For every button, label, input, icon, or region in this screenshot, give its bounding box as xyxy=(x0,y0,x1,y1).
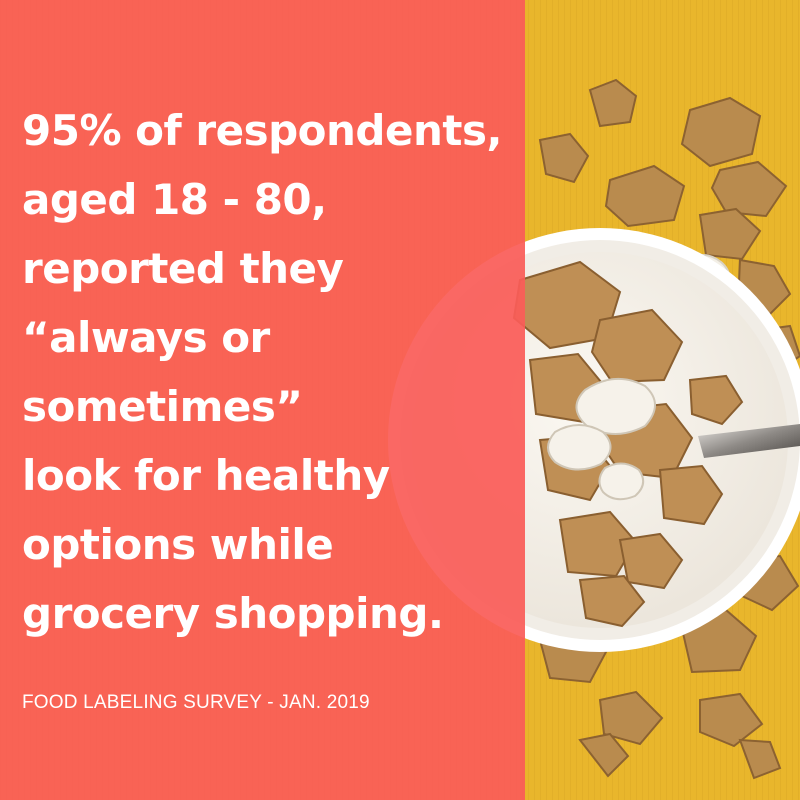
headline-line: reported they xyxy=(22,244,344,293)
headline-line: options while xyxy=(22,520,334,569)
headline-line: look for healthy xyxy=(22,451,390,500)
text-panel xyxy=(0,0,525,800)
headline: 95% of respondents, aged 18 - 80, report… xyxy=(22,96,522,648)
headline-line: “always or xyxy=(22,313,270,362)
headline-line: grocery shopping. xyxy=(22,589,444,638)
headline-line: 95% of respondents, xyxy=(22,106,502,155)
headline-line: aged 18 - 80, xyxy=(22,175,327,224)
source-citation: FOOD LABELING SURVEY - JAN. 2019 xyxy=(22,692,370,713)
headline-line: sometimes” xyxy=(22,382,303,431)
